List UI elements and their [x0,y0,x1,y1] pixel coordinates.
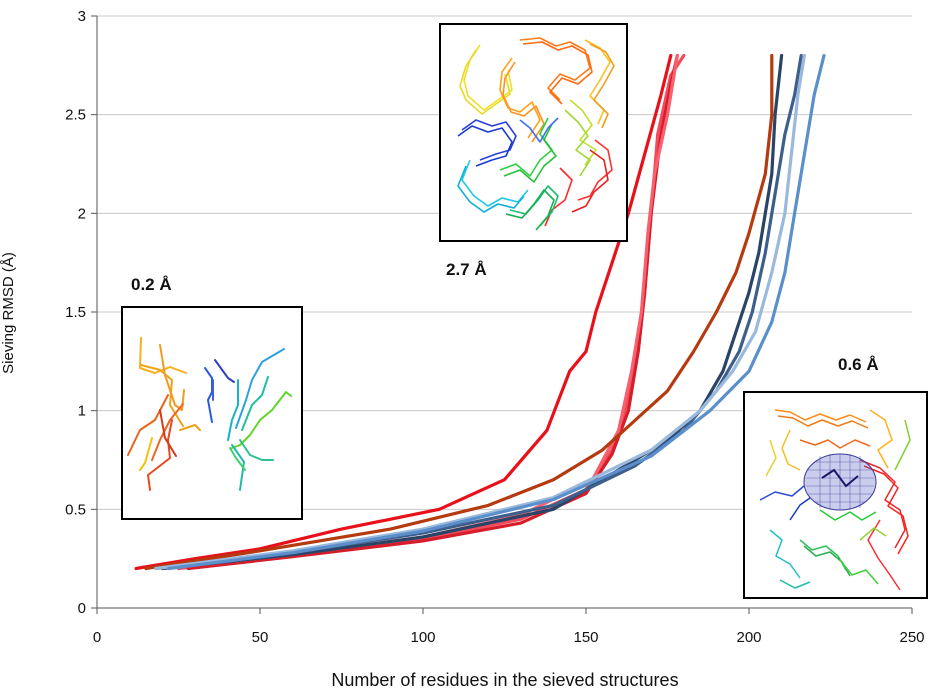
series-line-6 [160,53,784,571]
inset-small-fragment: 0.2 Å [121,275,303,520]
inset-mesh-core: 0.6 Å [743,355,928,599]
x-tick-label: 250 [899,629,924,646]
y-tick-label: 0.5 [65,501,86,518]
inset-label-0-6: 0.6 Å [838,355,879,374]
series-line-9 [167,53,826,571]
series-line-3 [186,53,679,571]
x-tick-label: 200 [736,629,761,646]
y-tick-label: 2.5 [65,107,86,124]
y-tick-label: 3 [78,8,86,25]
y-tick-label: 2 [78,205,86,222]
x-tick-label: 50 [252,629,269,646]
axes: 0 0.5 1 1.5 2 2.5 3 0 50 100 150 200 250 [65,8,924,646]
y-axis-title: Sieving RMSD (Å) [0,252,17,374]
x-axis-title: Number of residues in the sieved structu… [331,670,678,690]
series-line-1 [134,53,673,571]
series-line-7 [154,53,803,571]
series-line-8 [154,53,807,571]
inset-label-2-7: 2.7 Å [446,260,487,279]
x-tick-label: 100 [410,629,435,646]
series-line-5 [144,53,774,571]
x-tick-label: 0 [93,629,101,646]
x-tick-label: 150 [573,629,598,646]
inset-label-0-2: 0.2 Å [131,275,172,294]
series-line-2 [176,53,686,571]
y-tick-label: 1.5 [65,304,86,321]
inset-full-structure: 2.7 Å [439,23,628,279]
y-tick-label: 1 [78,403,86,420]
series-group [134,53,826,571]
y-tick-label: 0 [78,600,86,617]
